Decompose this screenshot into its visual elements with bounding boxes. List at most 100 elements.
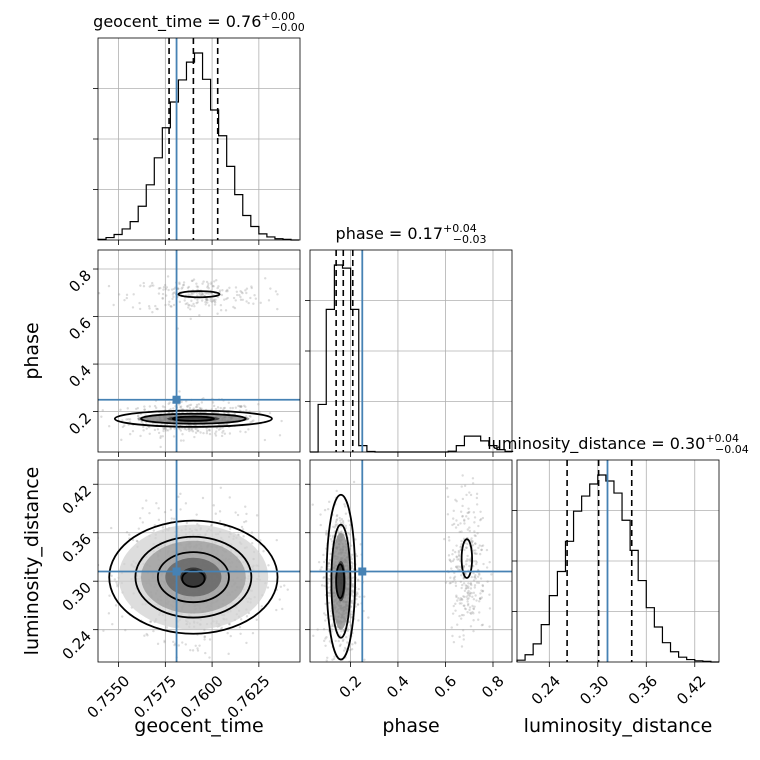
sample-point <box>205 429 209 433</box>
sample-point <box>241 298 245 302</box>
sample-point <box>136 415 140 418</box>
sample-point <box>453 575 457 579</box>
sample-point <box>233 306 237 310</box>
sample-point <box>186 286 190 290</box>
sample-point <box>475 503 479 506</box>
sample-point <box>172 291 175 295</box>
sample-point <box>464 607 468 611</box>
sample-point <box>220 626 224 630</box>
sample-point <box>267 299 271 302</box>
sample-point <box>350 594 354 597</box>
sample-point <box>356 578 360 581</box>
sample-point <box>472 571 475 575</box>
sample-point <box>475 599 478 602</box>
sample-point <box>191 649 195 652</box>
sample-point <box>210 292 213 295</box>
sample-point <box>337 639 340 643</box>
histogram-step <box>97 52 300 241</box>
sample-point <box>474 577 477 580</box>
sample-point <box>203 635 207 638</box>
sample-point <box>143 408 146 411</box>
sample-point <box>149 663 151 665</box>
sample-point <box>110 574 113 578</box>
sample-point <box>163 426 167 430</box>
sample-point <box>181 641 184 644</box>
sample-point <box>476 575 480 578</box>
contour-line <box>156 551 230 604</box>
sample-point <box>172 517 176 521</box>
sample-point <box>234 511 237 514</box>
x-tick-label: 0.36 <box>625 672 661 708</box>
sample-point <box>472 549 475 552</box>
sample-point <box>316 628 319 631</box>
sample-point <box>477 546 480 550</box>
sample-point <box>479 518 482 522</box>
axes-frame <box>97 459 301 663</box>
sample-point <box>451 580 454 584</box>
sample-point <box>278 598 281 601</box>
sample-point <box>240 405 243 408</box>
sample-point <box>159 445 162 449</box>
sample-point <box>188 304 191 307</box>
sample-point <box>188 427 191 431</box>
sample-point <box>169 427 172 431</box>
sample-point <box>338 644 342 648</box>
title-label: geocent_time <box>93 12 202 32</box>
sample-point <box>215 279 218 282</box>
sample-point <box>463 518 466 522</box>
sample-point <box>163 640 166 644</box>
contour-line <box>140 412 247 425</box>
sample-point <box>245 287 249 290</box>
sample-point <box>197 429 200 433</box>
sample-point <box>181 286 184 289</box>
sample-point <box>460 602 463 605</box>
sample-point <box>141 507 144 510</box>
sample-point <box>187 293 190 296</box>
sample-point <box>241 291 244 295</box>
sample-point <box>350 613 353 616</box>
sample-point <box>180 287 183 290</box>
sample-point <box>223 298 226 301</box>
sample-point <box>335 514 339 518</box>
sample-point <box>249 420 252 424</box>
sample-point <box>324 613 327 617</box>
sample-point <box>267 564 270 567</box>
sample-point <box>145 499 148 502</box>
sample-point <box>192 407 195 410</box>
sample-point <box>452 558 456 561</box>
sample-point <box>100 415 103 418</box>
sample-point <box>228 527 232 531</box>
sample-point <box>342 628 345 632</box>
sample-point <box>145 632 148 636</box>
sample-point <box>341 519 345 523</box>
sample-point <box>340 530 343 533</box>
sample-point <box>179 508 182 511</box>
sample-point <box>451 559 455 563</box>
x-axis-label-phase: phase <box>382 715 439 737</box>
sample-point <box>481 589 485 593</box>
sample-point <box>473 576 476 579</box>
sample-point <box>488 607 492 610</box>
sample-point <box>157 287 161 290</box>
sample-point <box>473 584 477 587</box>
sample-point <box>115 581 118 584</box>
sample-point <box>251 631 255 635</box>
sample-point <box>173 643 176 647</box>
sample-point <box>327 562 331 565</box>
sample-point <box>237 404 240 408</box>
sample-point <box>148 307 151 310</box>
sample-point <box>245 409 248 412</box>
sample-point <box>462 604 465 607</box>
sample-point <box>327 578 331 581</box>
sample-point <box>205 280 209 284</box>
sample-point <box>276 307 279 311</box>
sample-point <box>247 301 250 305</box>
sample-point <box>145 421 148 424</box>
sample-point <box>235 293 239 297</box>
sample-point <box>182 281 186 284</box>
sample-point <box>351 585 354 589</box>
sample-point <box>245 512 248 516</box>
sample-point <box>205 432 209 435</box>
contour-line <box>113 409 273 428</box>
